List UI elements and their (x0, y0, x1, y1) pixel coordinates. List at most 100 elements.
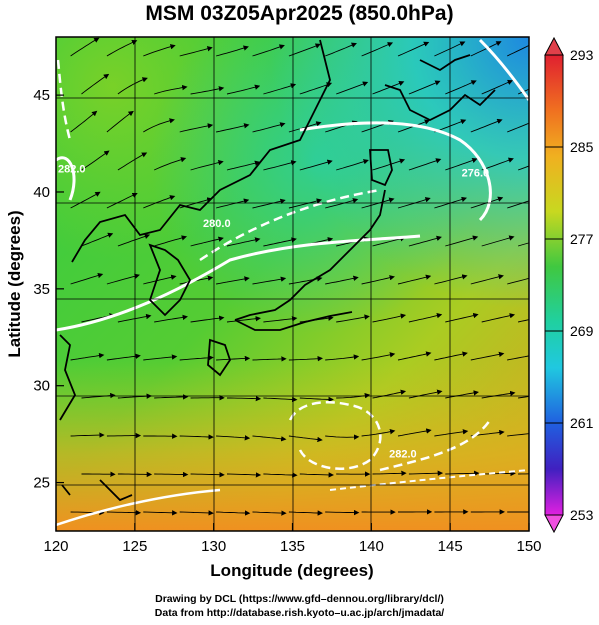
streamline (325, 509, 360, 516)
x-tick-label: 145 (438, 538, 463, 555)
streamline (507, 277, 529, 285)
streamline (252, 122, 286, 133)
y-tick-label: 35 (33, 281, 50, 298)
x-tick-label: 140 (359, 538, 384, 555)
contour-label: 276.0 (462, 167, 490, 179)
streamline (252, 356, 287, 362)
x-tick-label: 130 (201, 538, 226, 555)
streamline (336, 314, 370, 323)
streamline (408, 158, 442, 171)
streamline (179, 355, 214, 361)
x-tick-label: 125 (122, 538, 147, 555)
credit-drawing: Drawing by DCL (https://www.gfd–dennou.o… (155, 593, 444, 605)
contour-label: 282.0 (389, 448, 417, 460)
streamline (325, 198, 359, 209)
streamline (106, 40, 138, 57)
streamline (81, 73, 110, 95)
streamline (190, 472, 225, 478)
coastline (59, 39, 496, 502)
streamline (299, 472, 334, 478)
streamline (299, 159, 333, 171)
streamline (288, 198, 323, 209)
streamline (507, 122, 529, 133)
colorbar-max-arrow (544, 36, 564, 56)
colorbar-label: 285 (570, 139, 594, 155)
temperature-field (56, 37, 529, 531)
streamline (325, 42, 357, 57)
streamline (215, 45, 249, 57)
streamline (154, 157, 187, 171)
streamline (117, 152, 148, 171)
streamline (470, 274, 504, 285)
streamline (372, 389, 407, 399)
colorbar-min-arrow (544, 514, 564, 534)
streamline (518, 473, 529, 475)
streamline (397, 351, 432, 361)
y-tick-label: 40 (33, 184, 50, 201)
x-axis-title: Longitude (degrees) (210, 561, 373, 580)
streamline (154, 84, 188, 95)
streamline (263, 316, 298, 323)
streamline (190, 315, 225, 323)
streamline (179, 434, 214, 440)
streamline (106, 192, 138, 209)
streamline (252, 198, 286, 209)
temperature-contours (56, 38, 529, 527)
streamline (445, 235, 479, 247)
streamline (336, 159, 369, 171)
streamline (470, 41, 502, 57)
streamline (106, 273, 140, 285)
streamline (143, 44, 176, 57)
streamline (372, 236, 406, 247)
credit-data: Data from http://database.rish.kyoto–u.a… (154, 607, 445, 619)
streamline (226, 316, 261, 323)
streamline (361, 352, 396, 361)
streamline (361, 275, 395, 285)
streamline (154, 471, 189, 478)
streamline (226, 237, 261, 247)
streamline (106, 510, 142, 516)
streamline (325, 275, 359, 285)
streamline (106, 353, 141, 361)
streamline (408, 312, 443, 323)
streamline (106, 110, 134, 133)
streamline (263, 160, 297, 171)
streamline (190, 159, 224, 171)
streamline (470, 351, 505, 361)
streamline (361, 429, 396, 437)
streamline (445, 470, 480, 476)
streamline (143, 195, 176, 209)
colorbar-labels: 293 285 277 269 261 253 (545, 47, 594, 523)
streamline (81, 150, 110, 171)
streamline (481, 313, 516, 323)
streamline (117, 233, 151, 247)
streamline (325, 354, 360, 361)
streamline (252, 276, 287, 285)
streamline (216, 123, 250, 133)
colorbar-label: 253 (570, 507, 594, 523)
streamline (507, 433, 529, 437)
streamline (263, 83, 297, 95)
streamline (288, 435, 323, 443)
streamline (361, 197, 395, 209)
streamline (434, 41, 466, 57)
colorbar-label: 277 (570, 231, 594, 247)
streamline (299, 396, 334, 403)
streamline (179, 510, 214, 516)
streamline (143, 274, 177, 285)
streamline (288, 356, 323, 362)
streamline (263, 396, 298, 403)
streamline (216, 435, 251, 441)
streamline (154, 394, 189, 400)
colorbar-label: 269 (570, 323, 594, 339)
streamline (81, 232, 114, 247)
streamline (226, 84, 261, 95)
streamline (408, 80, 441, 95)
colorbar-label: 261 (570, 415, 594, 431)
streamline (263, 472, 298, 478)
streamline (517, 165, 529, 171)
streamline (361, 42, 394, 57)
contour-label: 280.0 (203, 218, 231, 230)
colorbar-scale (544, 54, 564, 516)
